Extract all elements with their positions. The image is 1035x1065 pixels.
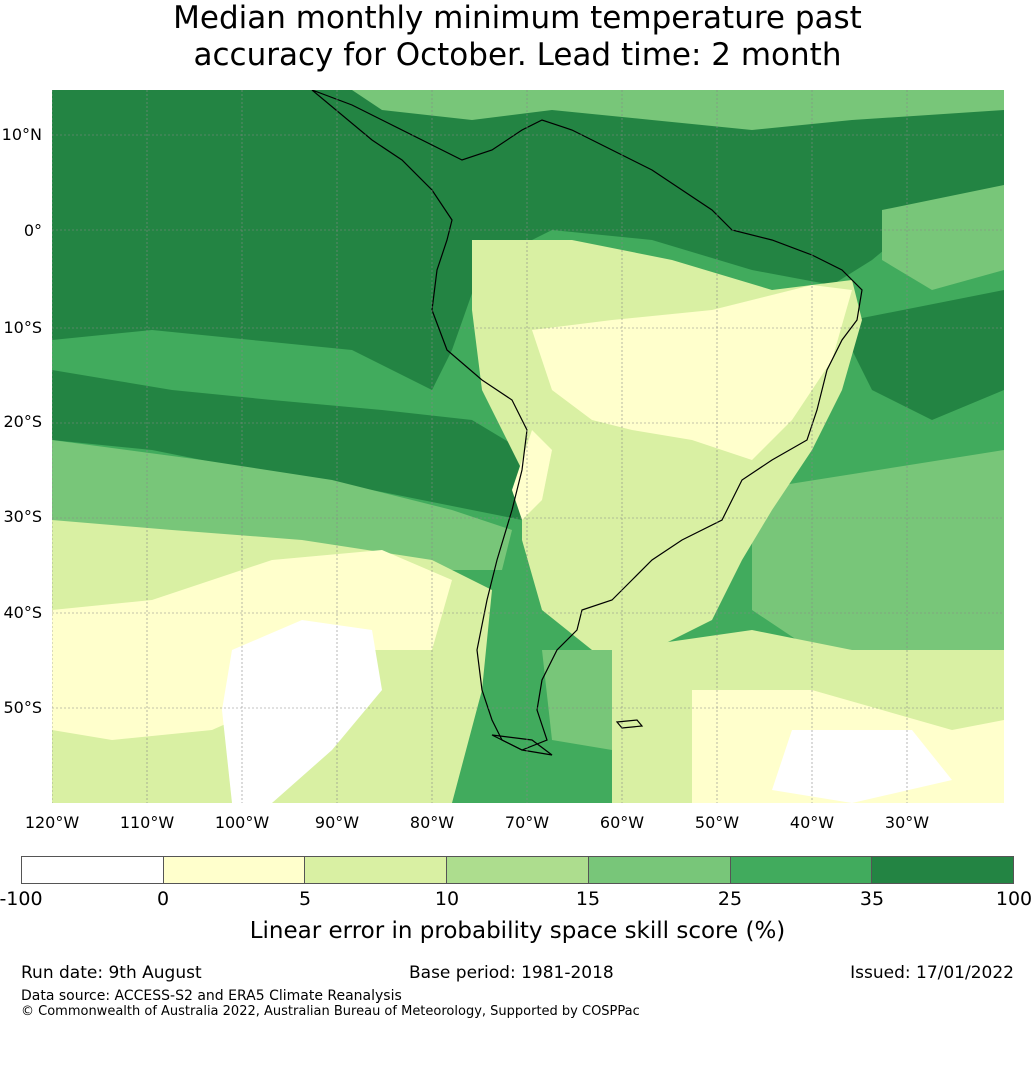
falkland-islands-outline <box>615 719 644 729</box>
colorbar-tick: 5 <box>298 888 312 910</box>
map-title-line-2: accuracy for October. Lead time: 2 month <box>193 37 842 73</box>
colorbar-segment <box>163 857 306 883</box>
lat-label-0: 0° <box>23 221 42 240</box>
equatorial-atlantic-patch <box>882 185 1004 290</box>
colorbar-tick: 25 <box>717 888 743 910</box>
lat-label-20s: 20°S <box>3 412 42 431</box>
base-period: Base period: 1981-2018 <box>409 963 614 983</box>
south-atlantic-white-region <box>772 730 952 803</box>
lon-label-70w: 70°W <box>504 813 550 832</box>
brazil-high-skill-core <box>532 285 852 460</box>
south-america-coastline <box>311 90 863 751</box>
lon-label-50w: 50°W <box>694 813 740 832</box>
colorbar <box>21 856 1014 884</box>
atlantic-dark-band <box>852 290 1004 420</box>
colorbar-tick: 100 <box>995 888 1033 910</box>
lon-label-90w: 90°W <box>314 813 360 832</box>
pacific-dark-band <box>52 370 522 520</box>
map-canvas <box>52 90 1004 803</box>
lon-label-30w: 30°W <box>884 813 930 832</box>
lon-label-80w: 80°W <box>409 813 455 832</box>
colorbar-segment <box>447 857 589 883</box>
south-pacific-white-region <box>222 620 382 803</box>
map-title-line-1: Median monthly minimum temperature past <box>173 0 862 36</box>
lat-label-40s: 40°S <box>3 603 42 622</box>
colorbar-segment <box>588 857 731 883</box>
lon-label-60w: 60°W <box>599 813 645 832</box>
map-title: Median monthly minimum temperature past … <box>0 0 1035 74</box>
colorbar-segment <box>872 857 1014 883</box>
graticule <box>52 90 1004 803</box>
colorbar-tick: 35 <box>859 888 885 910</box>
colorbar-tick: -100 <box>0 888 43 910</box>
copyright: © Commonwealth of Australia 2022, Austra… <box>21 1004 640 1019</box>
colorbar-segment <box>305 857 448 883</box>
issued-date: Issued: 17/01/2022 <box>850 963 1014 983</box>
lon-label-40w: 40°W <box>789 813 835 832</box>
colorbar-tick: 10 <box>434 888 460 910</box>
colorbar-tick: 15 <box>575 888 601 910</box>
lon-label-120w: 120°W <box>24 813 80 832</box>
southern-atlantic-patch <box>752 450 1004 690</box>
lat-label-10n: 10°N <box>1 125 42 144</box>
lon-label-100w: 100°W <box>214 813 270 832</box>
run-date: Run date: 9th August <box>21 963 202 983</box>
lat-label-30s: 30°S <box>3 507 42 526</box>
lat-label-50s: 50°S <box>3 698 42 717</box>
colorbar-label: Linear error in probability space skill … <box>249 918 786 944</box>
lat-label-10s: 10°S <box>3 318 42 337</box>
tierra-del-fuego-outline <box>491 734 553 756</box>
data-source: Data source: ACCESS-S2 and ERA5 Climate … <box>21 988 402 1004</box>
skill-score-map <box>52 90 1004 803</box>
north-light-band <box>52 90 1004 130</box>
colorbar-segment <box>22 857 164 883</box>
colorbar-tick: 0 <box>156 888 170 910</box>
colorbar-segment <box>730 857 873 883</box>
lon-label-110w: 110°W <box>119 813 175 832</box>
andes-light-strip <box>512 430 552 520</box>
